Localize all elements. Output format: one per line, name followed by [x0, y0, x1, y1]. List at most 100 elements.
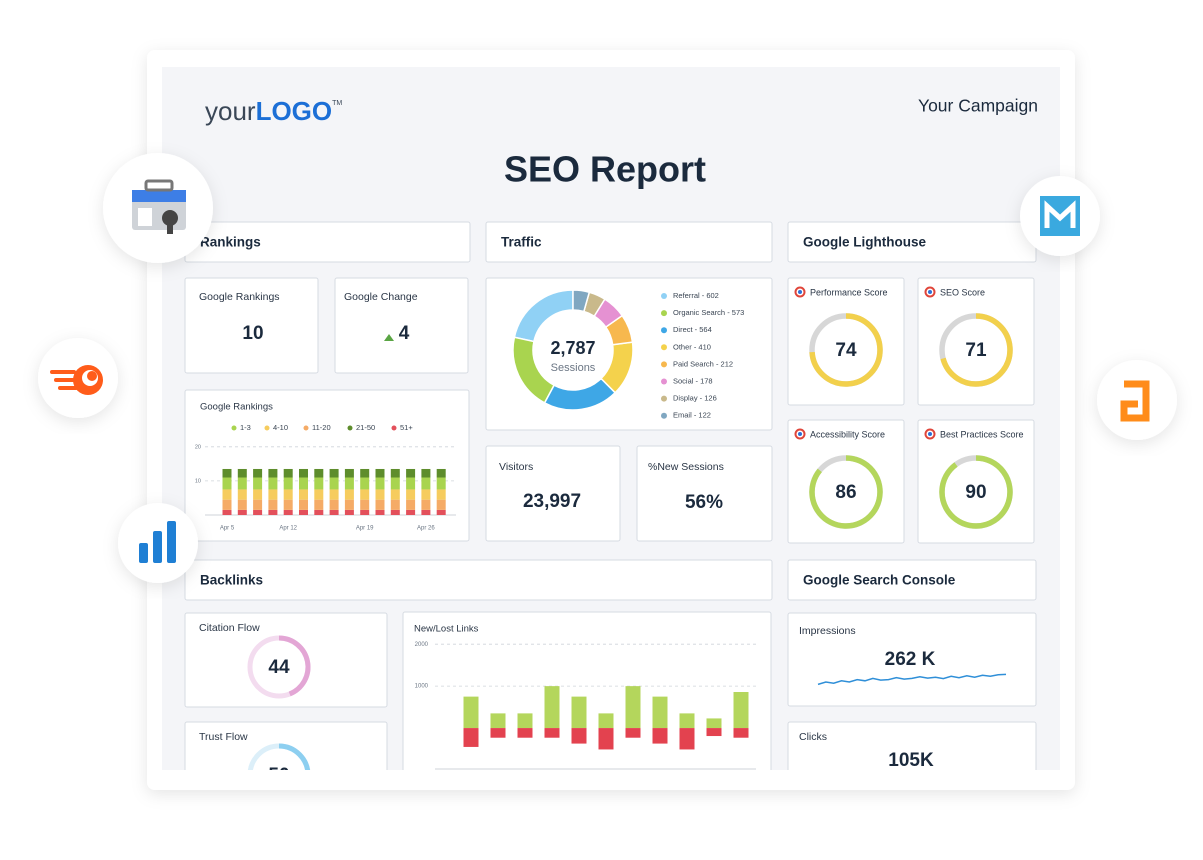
- donut-total: 2,787: [550, 338, 595, 358]
- legend-label: Paid Search - 212: [673, 359, 733, 368]
- bar-segment: [253, 499, 263, 510]
- legend-label: 1-3: [240, 423, 251, 432]
- legend-dot: [661, 293, 667, 299]
- stat-value: 105K: [888, 750, 934, 771]
- donut-caption: Sessions: [551, 362, 596, 374]
- logo: yourLOGOTM: [205, 96, 342, 126]
- x-tick-label: Apr 19: [356, 526, 374, 532]
- gauge-arc: [809, 455, 883, 529]
- bar: [571, 728, 587, 744]
- bar-segment: [436, 509, 446, 515]
- bar-segment: [390, 468, 400, 478]
- section-heading: Rankings: [200, 235, 261, 250]
- bar-segment: [253, 468, 263, 478]
- section-heading: Backlinks: [200, 573, 263, 588]
- bar-segment: [329, 499, 339, 510]
- bar-segment: [253, 477, 263, 490]
- section-heading: Google Search Console: [803, 573, 956, 588]
- bar: [463, 728, 479, 747]
- y-tick-label: 1000: [415, 684, 429, 690]
- bar-segment: [268, 499, 278, 510]
- x-tick-label: Apr 12: [279, 526, 297, 532]
- card: [334, 277, 469, 374]
- bar-segment: [268, 477, 278, 490]
- score-value: 71: [965, 340, 987, 361]
- bar-segment: [360, 509, 370, 515]
- bar-segment: [406, 468, 416, 478]
- icon-bar-chart: [118, 503, 198, 583]
- bar-segment: [375, 509, 385, 515]
- stat-value: 23,997: [523, 491, 581, 512]
- legend-dot: [347, 425, 353, 431]
- bar: [463, 696, 479, 729]
- stat-label: Trust Flow: [199, 731, 248, 743]
- section-heading: Traffic: [501, 235, 542, 250]
- legend-dot: [231, 425, 237, 431]
- bar-segment: [283, 509, 293, 515]
- bar-segment: [421, 509, 431, 515]
- icon-majestic: [1020, 176, 1100, 256]
- stat-label: Google Rankings: [199, 291, 280, 303]
- bar-segment: [329, 477, 339, 490]
- bar-segment: [360, 477, 370, 490]
- donut-slice: [572, 289, 591, 313]
- bar-segment: [237, 489, 247, 500]
- bar-segment: [268, 468, 278, 478]
- gauge-arc: [278, 635, 311, 697]
- bar: [706, 728, 722, 737]
- logo-bold: LOGO: [256, 96, 333, 126]
- bar-segment: [222, 509, 232, 515]
- bar: [625, 728, 641, 738]
- score-label: SEO Score: [940, 287, 985, 297]
- card: [787, 559, 1037, 601]
- y-tick-label: 2000: [415, 642, 429, 648]
- bar-segment: [344, 489, 354, 500]
- bar-segment: [222, 468, 232, 478]
- bar-segment: [390, 477, 400, 490]
- google-icon-center: [798, 432, 802, 436]
- legend-label: 21-50: [356, 423, 375, 432]
- bar-segment: [253, 489, 263, 500]
- legend-label: 11-20: [312, 423, 331, 432]
- stat-label: Citation Flow: [199, 622, 260, 634]
- bar-segment: [406, 477, 416, 490]
- legend-dot: [391, 425, 397, 431]
- bar: [652, 728, 668, 744]
- stat-value: 262 K: [885, 649, 936, 670]
- stat-label: Google Change: [344, 291, 418, 303]
- bar-segment: [283, 468, 293, 478]
- legend-dot: [303, 425, 309, 431]
- bar-segment: [329, 468, 339, 478]
- bar-segment: [268, 509, 278, 515]
- google-icon-center: [928, 290, 932, 294]
- bar: [517, 713, 533, 729]
- bar-segment: [375, 489, 385, 500]
- bar-segment: [421, 489, 431, 500]
- bar-segment: [314, 509, 324, 515]
- legend-dot: [661, 361, 667, 368]
- bar-segment: [299, 509, 308, 515]
- legend-label: Email - 122: [673, 411, 711, 420]
- legend-dot: [661, 378, 667, 385]
- x-tick-label: Apr 26: [417, 526, 435, 532]
- bar-segment: [283, 499, 293, 510]
- bar-segment: [314, 477, 324, 490]
- google-icon-center: [798, 290, 802, 294]
- bar-segment: [314, 489, 324, 500]
- chart-title: New/Lost Links: [414, 624, 479, 635]
- legend-label: Referral - 602: [673, 291, 719, 300]
- bar: [679, 728, 695, 750]
- legend-dot: [661, 310, 667, 317]
- bar-segment: [283, 477, 293, 490]
- legend-dot: [661, 327, 667, 334]
- icon-semrush: [38, 338, 118, 418]
- bar: [733, 692, 749, 729]
- bar-segment: [375, 477, 385, 490]
- stat-label: Impressions: [799, 625, 856, 637]
- google-icon-center: [928, 432, 932, 436]
- bar-segment: [268, 489, 278, 500]
- bar-segment: [421, 477, 431, 490]
- card: [184, 559, 773, 601]
- bar-segment: [253, 509, 263, 515]
